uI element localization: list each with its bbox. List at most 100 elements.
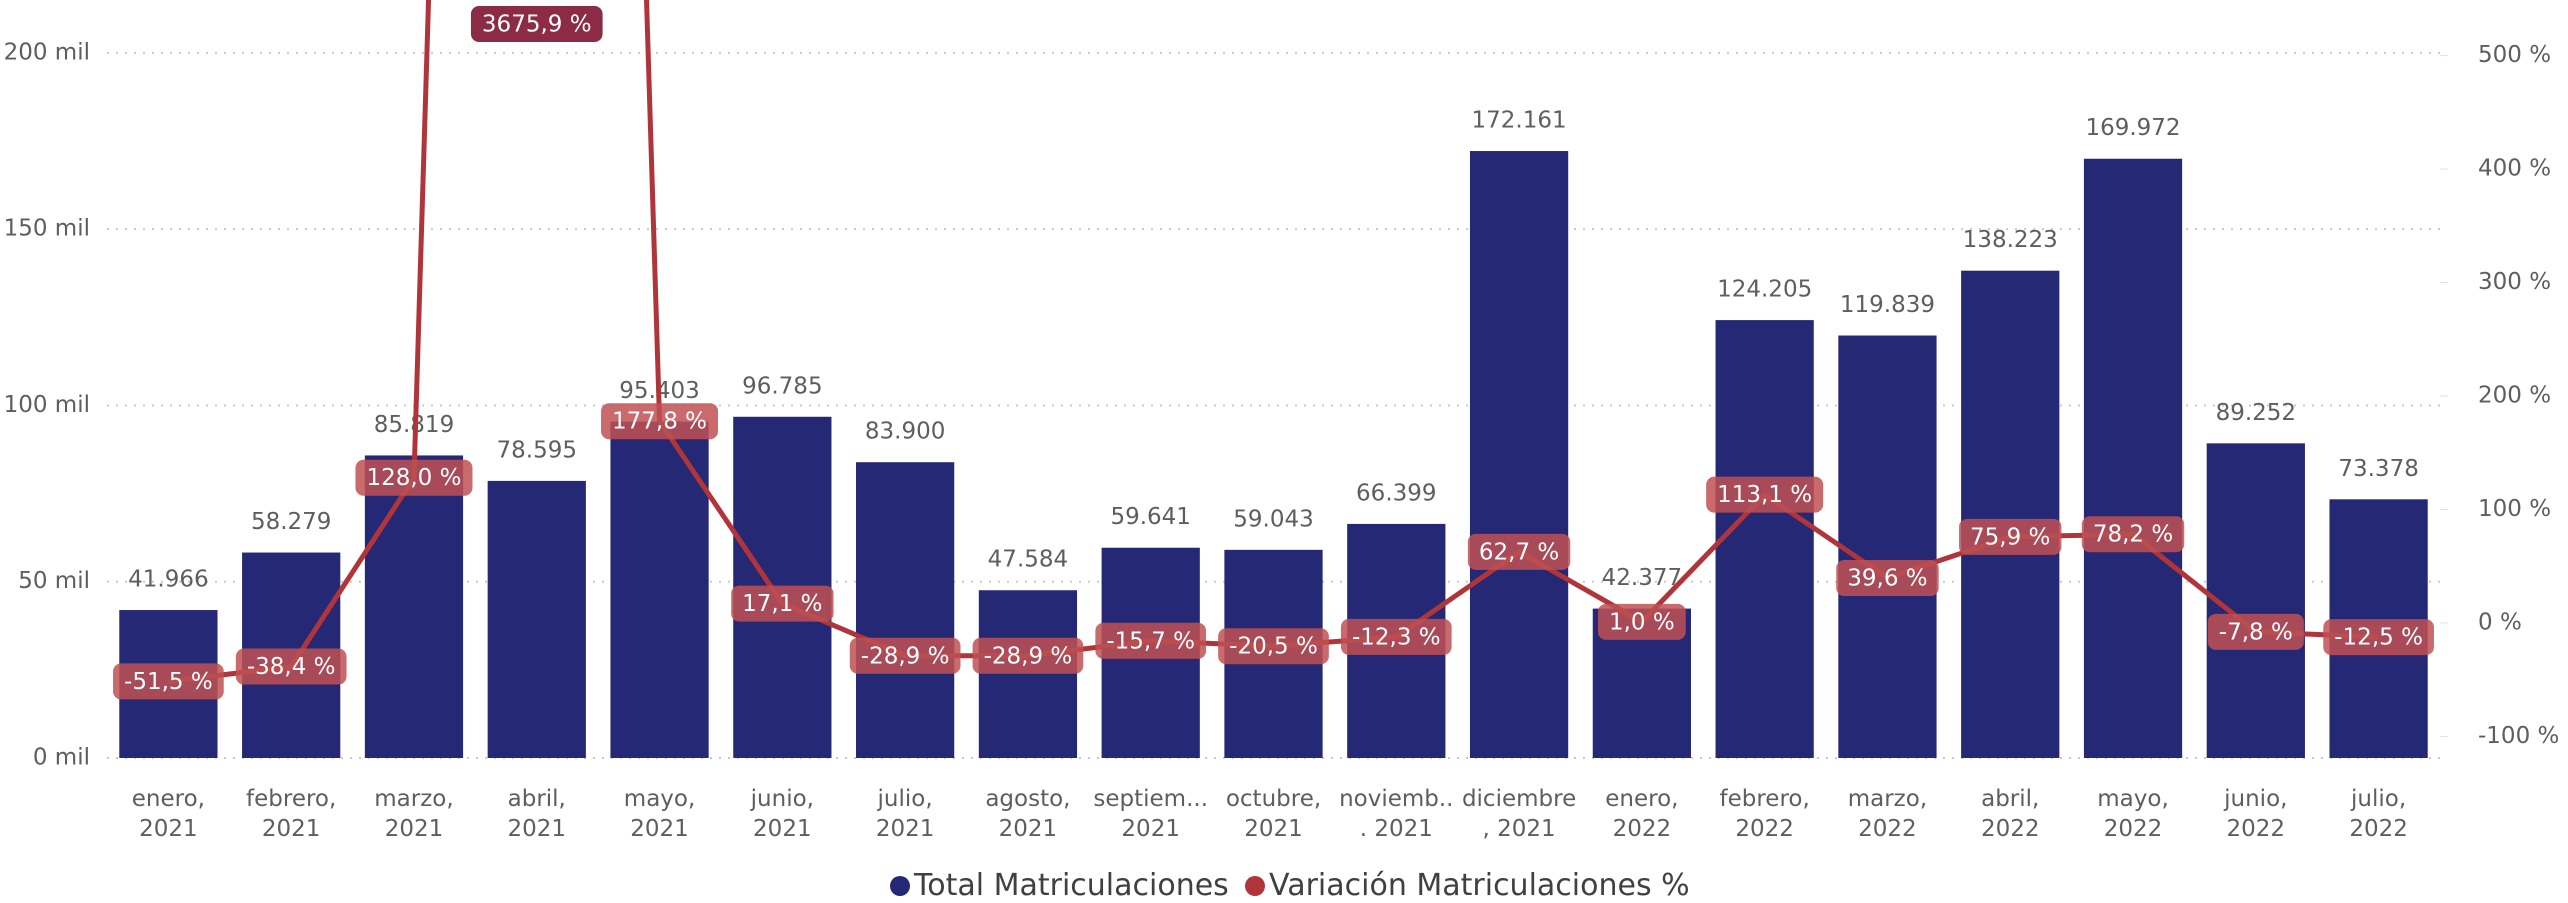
line-value-label: -12,3 % bbox=[1340, 618, 1452, 655]
y2-tick-label: 0 % bbox=[2478, 609, 2522, 635]
line-value-text: -38,4 % bbox=[247, 654, 336, 680]
bar-value-label: 83.900 bbox=[865, 419, 945, 445]
bar-value-label: 42.377 bbox=[1602, 565, 1682, 591]
bar bbox=[487, 480, 586, 758]
line-value-label: 177,8 % bbox=[601, 403, 719, 440]
line-value-label: -28,9 % bbox=[972, 637, 1084, 674]
line-value-label: 3675,9 % bbox=[470, 6, 603, 42]
x-tick-label: mayo, 2022 bbox=[2097, 786, 2169, 842]
label-box bbox=[731, 585, 834, 622]
label-box bbox=[1340, 618, 1452, 655]
y2-tick-label: -100 % bbox=[2478, 723, 2559, 749]
line-value-text: -28,9 % bbox=[984, 643, 1073, 669]
line-value-label: 78,2 % bbox=[2081, 516, 2185, 553]
y2-tick-label: 200 % bbox=[2478, 383, 2551, 409]
bar bbox=[1838, 335, 1937, 758]
legend-marker bbox=[890, 876, 910, 896]
bar bbox=[610, 421, 709, 758]
line-value-label: -28,9 % bbox=[849, 637, 961, 674]
bar-value-label: 59.043 bbox=[1233, 506, 1313, 532]
line-value-text: 39,6 % bbox=[1847, 566, 1927, 592]
bar-value-label: 73.378 bbox=[2338, 456, 2418, 482]
line-value-label: -38,4 % bbox=[235, 648, 347, 685]
label-box bbox=[1467, 533, 1571, 570]
bar-value-label: 96.785 bbox=[742, 373, 822, 399]
line-value-label: -51,5 % bbox=[113, 663, 224, 700]
line-value-label: 128,0 % bbox=[355, 459, 473, 496]
line-value-text: -51,5 % bbox=[124, 669, 213, 695]
label-box bbox=[470, 6, 603, 42]
y-tick-label: 150 mil bbox=[4, 216, 90, 242]
bar bbox=[856, 462, 955, 758]
line-value-text: 177,8 % bbox=[612, 409, 707, 435]
line-value-label: -15,7 % bbox=[1095, 622, 1207, 659]
bar-value-label: 124.205 bbox=[1717, 277, 1812, 303]
y2-tick-label: 400 % bbox=[2478, 156, 2551, 182]
bar-value-label: 169.972 bbox=[2085, 115, 2180, 141]
y2-tick-label: 100 % bbox=[2478, 496, 2551, 522]
x-tick-label: octubre, 2021 bbox=[1225, 786, 1322, 842]
label-box bbox=[1095, 622, 1207, 659]
line-value-text: 62,7 % bbox=[1479, 539, 1559, 565]
line-value-label: -7,8 % bbox=[2207, 613, 2304, 650]
label-box bbox=[355, 459, 473, 496]
label-box bbox=[1706, 476, 1824, 513]
line-value-label: 75,9 % bbox=[1959, 518, 2062, 555]
bar bbox=[2083, 158, 2183, 758]
y2-tick-label: 300 % bbox=[2478, 269, 2551, 295]
x-tick-label: enero, 2022 bbox=[1605, 786, 1679, 842]
x-tick-label: junio, 2021 bbox=[750, 786, 814, 842]
label-box bbox=[1959, 518, 2062, 555]
line-value-label: 62,7 % bbox=[1467, 533, 1571, 570]
bar bbox=[1961, 270, 2060, 758]
label-box bbox=[1597, 603, 1686, 640]
line-value-text: 17,1 % bbox=[742, 591, 822, 617]
x-tick-label: diciembre, 2021 bbox=[1461, 786, 1577, 842]
line-value-text: -7,8 % bbox=[2219, 619, 2293, 645]
x-tick-label: noviemb... 2021 bbox=[1339, 786, 1454, 842]
y-tick-label: 0 mil bbox=[33, 745, 90, 771]
label-box bbox=[1836, 560, 1939, 597]
x-tick-label: agosto, 2021 bbox=[985, 786, 1071, 842]
line-value-label: 39,6 % bbox=[1836, 560, 1939, 597]
x-tick-label: julio, 2022 bbox=[2349, 786, 2408, 842]
bar bbox=[978, 590, 1078, 758]
bar bbox=[364, 455, 464, 758]
line-value-label: 1,0 % bbox=[1597, 603, 1686, 640]
label-box bbox=[849, 637, 961, 674]
line-value-text: -12,5 % bbox=[2334, 625, 2423, 651]
bar-value-label: 41.966 bbox=[128, 567, 208, 593]
line-value-text: 78,2 % bbox=[2093, 522, 2173, 548]
bar-value-label: 58.279 bbox=[251, 509, 331, 535]
legend-marker bbox=[1245, 876, 1265, 896]
label-box bbox=[1218, 628, 1329, 665]
line-value-label: 17,1 % bbox=[731, 585, 834, 622]
label-box bbox=[972, 637, 1084, 674]
line-value-label: -20,5 % bbox=[1218, 628, 1329, 665]
x-tick-label: abril, 2022 bbox=[1980, 786, 2040, 842]
label-box bbox=[601, 403, 719, 440]
line-value-text: 75,9 % bbox=[1970, 524, 2050, 550]
bar bbox=[1715, 320, 1814, 758]
bar-value-label: 59.641 bbox=[1110, 504, 1190, 530]
x-tick-label: junio, 2022 bbox=[2224, 786, 2288, 842]
x-tick-label: septiem... 2021 bbox=[1093, 786, 1209, 842]
label-box bbox=[113, 663, 224, 700]
y2-tick-label: 500 % bbox=[2478, 42, 2551, 68]
label-box bbox=[2323, 619, 2434, 656]
x-tick-label: mayo, 2021 bbox=[623, 786, 696, 842]
legend-label: Variación Matriculaciones % bbox=[1269, 868, 1690, 903]
line-value-text: -12,3 % bbox=[1352, 624, 1441, 650]
line-value-text: 128,0 % bbox=[366, 465, 461, 491]
line-value-text: -15,7 % bbox=[1106, 628, 1195, 654]
x-tick-label: marzo, 2022 bbox=[1847, 786, 1928, 842]
x-tick-label: enero, 2021 bbox=[131, 786, 205, 842]
y-tick-label: 200 mil bbox=[4, 39, 90, 65]
x-tick-label: julio, 2021 bbox=[875, 786, 935, 842]
bar-value-label: 89.252 bbox=[2216, 400, 2296, 426]
bar-value-label: 138.223 bbox=[1963, 227, 2058, 253]
bar-value-label: 172.161 bbox=[1472, 108, 1567, 134]
bar-value-label: 119.839 bbox=[1840, 292, 1935, 318]
line-value-text: 1,0 % bbox=[1609, 609, 1675, 635]
